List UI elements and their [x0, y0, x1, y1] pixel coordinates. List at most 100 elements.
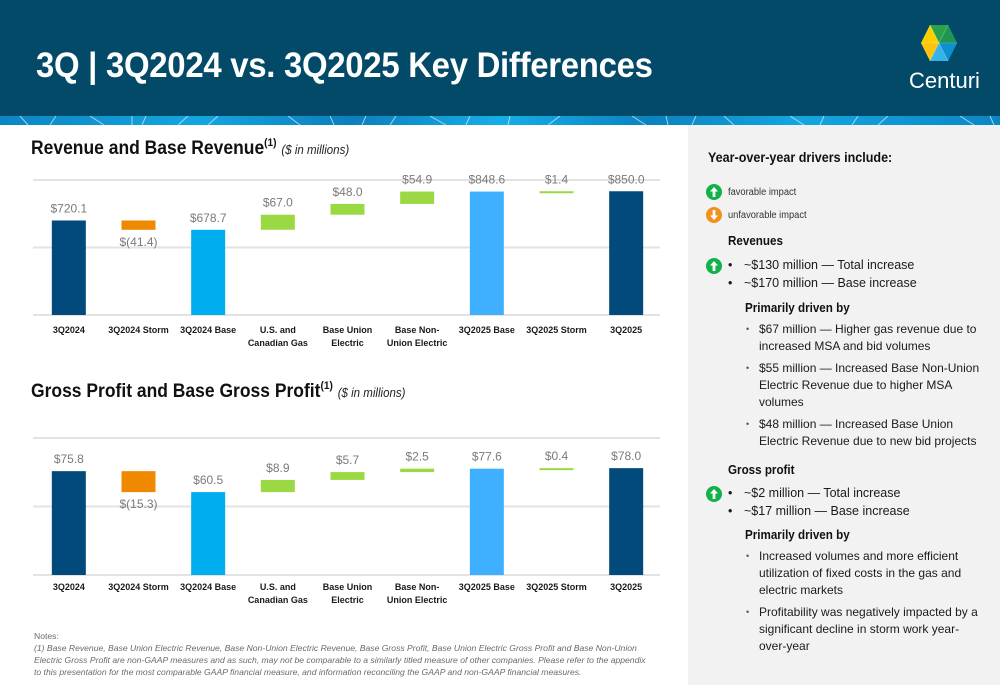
- centuri-hexagon-logo-icon: [921, 24, 957, 62]
- legend-favorable: favorable impact: [706, 184, 801, 200]
- category-label: 3Q2025: [610, 582, 642, 592]
- legend-favorable-label: favorable impact: [728, 186, 797, 198]
- footnote-marker: (1): [264, 137, 277, 149]
- category-label: 3Q2024: [53, 582, 85, 592]
- data-label: $2.5: [405, 450, 429, 464]
- data-label: $850.0: [608, 172, 645, 186]
- list-item: $67 million — Higher gas revenue due to …: [745, 321, 981, 355]
- gross-profit-heading: Gross profit: [728, 463, 795, 477]
- category-label: 3Q2024 Storm: [108, 582, 169, 592]
- revenue-chart-title-text: Revenue and Base Revenue: [31, 138, 265, 159]
- bar-increase: [330, 203, 365, 215]
- notes-body: (1) Base Revenue, Base Union Electric Re…: [34, 643, 646, 677]
- category-label: U.S. and Canadian Gas: [248, 325, 308, 348]
- data-label: $678.7: [190, 211, 227, 225]
- page-title: 3Q | 3Q2024 vs. 3Q2025 Key Differences: [36, 46, 653, 85]
- bar-base: [469, 191, 504, 315]
- data-label: $8.9: [266, 461, 290, 475]
- data-label: $54.9: [402, 173, 432, 187]
- data-label: $78.0: [611, 449, 641, 463]
- footnotes: Notes: (1) Base Revenue, Base Union Elec…: [34, 630, 654, 678]
- list-item: ~$2 million — Total increase: [728, 484, 988, 502]
- bar-base: [191, 492, 226, 575]
- category-label: Base Non-Union Electric: [387, 325, 448, 348]
- category-label: 3Q2024 Base: [180, 582, 236, 592]
- logo-text: Centuri: [909, 68, 980, 93]
- list-item: $55 million — Increased Base Non-Union E…: [745, 360, 981, 411]
- list-item: Increased volumes and more efficient uti…: [745, 548, 981, 599]
- bar-increase: [539, 468, 574, 471]
- bar-total: [51, 471, 86, 575]
- category-label: 3Q2025 Base: [459, 582, 515, 592]
- data-label: $720.1: [50, 201, 87, 215]
- gross-profit-driver-heading: Primarily driven by: [745, 528, 850, 542]
- data-label: $(41.4): [119, 235, 157, 249]
- revenues-drivers-list: $67 million — Higher gas revenue due to …: [745, 321, 981, 455]
- gross-profit-drivers-list: Increased volumes and more efficient uti…: [745, 548, 981, 660]
- revenues-driver-heading: Primarily driven by: [745, 301, 850, 315]
- revenues-summary-list: ~$130 million — Total increase ~$170 mil…: [728, 256, 988, 292]
- bar-decrease: [121, 220, 156, 230]
- legend-unfavorable: unfavorable impact: [706, 207, 813, 223]
- list-item: ~$130 million — Total increase: [728, 256, 988, 274]
- data-label: $67.0: [263, 196, 293, 210]
- data-label: $77.6: [472, 450, 502, 464]
- category-label: Base Union Electric: [323, 325, 373, 348]
- drivers-heading: Year-over-year drivers include:: [708, 150, 893, 165]
- data-label: $5.7: [336, 453, 360, 467]
- revenues-favorable-arrow-icon: [706, 258, 722, 274]
- header-bar: 3Q | 3Q2024 vs. 3Q2025 Key Differences C…: [0, 0, 1000, 116]
- revenue-chart-title: Revenue and Base Revenue(1) ($ in millio…: [31, 137, 349, 160]
- data-label: $48.0: [332, 185, 362, 199]
- decorative-band: [0, 116, 1000, 125]
- list-item: $48 million — Increased Base Union Elect…: [745, 416, 981, 450]
- bar-total: [609, 468, 644, 575]
- category-label: 3Q2025 Storm: [526, 582, 587, 592]
- bar-increase: [260, 479, 295, 493]
- gross-profit-chart-title: Gross Profit and Base Gross Profit(1) ($…: [31, 380, 405, 403]
- data-label: $0.4: [545, 449, 569, 463]
- revenue-waterfall-chart: $720.1 3Q2024 $(41.4) 3Q2024 Storm $678.7 3Q2…: [33, 172, 660, 348]
- data-label: $848.6: [468, 173, 505, 187]
- bar-increase: [539, 191, 574, 194]
- notes-title: Notes:: [34, 631, 59, 641]
- revenue-chart-units: ($ in millions): [281, 143, 350, 157]
- data-label: $75.8: [54, 452, 84, 466]
- revenues-heading: Revenues: [728, 234, 783, 248]
- list-item: ~$17 million — Base increase: [728, 502, 988, 520]
- category-label: Base Non-Union Electric: [387, 582, 448, 605]
- bar-decrease: [121, 471, 156, 493]
- gross-profit-chart-units: ($ in millions): [337, 386, 406, 400]
- data-label: $(15.3): [119, 497, 157, 511]
- bar-total: [51, 220, 86, 315]
- bar-increase: [330, 472, 365, 480]
- bar-base: [469, 468, 504, 575]
- legend-unfavorable-label: unfavorable impact: [728, 209, 807, 221]
- drivers-panel: Year-over-year drivers include: favorabl…: [688, 125, 1000, 685]
- gross-profit-chart-title-text: Gross Profit and Base Gross Profit: [31, 381, 321, 402]
- category-label: 3Q2025: [610, 325, 642, 335]
- bar-increase: [260, 214, 295, 230]
- bar-increase: [400, 468, 435, 473]
- category-label: U.S. and Canadian Gas: [248, 582, 308, 605]
- footnote-marker: (1): [320, 380, 333, 392]
- arrow-down-circle-icon: [706, 207, 722, 223]
- data-label: $60.5: [193, 473, 223, 487]
- list-item: Profitability was negatively impacted by…: [745, 604, 981, 655]
- gross-profit-waterfall-chart: $75.8 3Q2024 $(15.3) 3Q2024 Storm $60.5 3Q202…: [33, 437, 660, 605]
- list-item: ~$170 million — Base increase: [728, 274, 988, 292]
- category-label: 3Q2024 Storm: [108, 325, 169, 335]
- category-label: 3Q2024 Base: [180, 325, 236, 335]
- bar-total: [609, 191, 644, 315]
- gross-profit-favorable-arrow-icon: [706, 486, 722, 502]
- category-label: Base Union Electric: [323, 582, 373, 605]
- company-logo: Centuri: [905, 24, 980, 96]
- bar-increase: [400, 191, 435, 204]
- data-label: $1.4: [545, 172, 569, 186]
- category-label: 3Q2025 Storm: [526, 325, 587, 335]
- bar-base: [191, 229, 226, 315]
- category-label: 3Q2024: [53, 325, 85, 335]
- category-label: 3Q2025 Base: [459, 325, 515, 335]
- gross-profit-summary-list: ~$2 million — Total increase ~$17 millio…: [728, 484, 988, 520]
- arrow-up-circle-icon: [706, 184, 722, 200]
